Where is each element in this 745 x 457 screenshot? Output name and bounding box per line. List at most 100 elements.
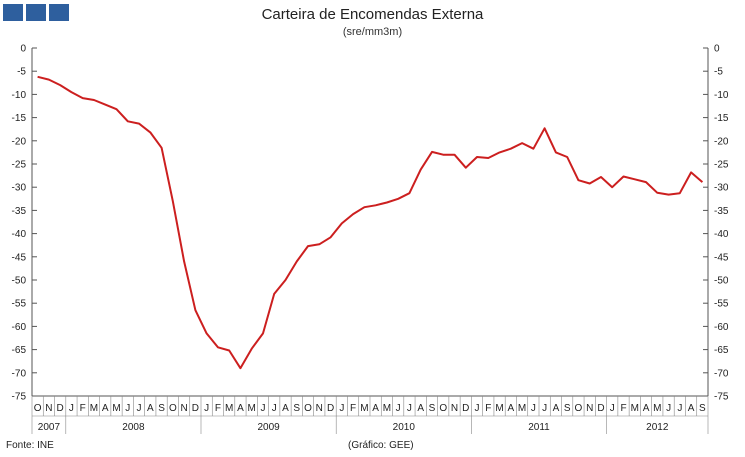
x-month-label: N	[45, 403, 52, 414]
y-tick-label-left: -75	[12, 392, 27, 403]
y-tick-label-right: -30	[714, 183, 729, 194]
x-month-label: N	[180, 403, 187, 414]
x-month-label: A	[688, 403, 695, 414]
x-month-label: J	[666, 403, 671, 414]
logo-square	[3, 4, 23, 21]
series-line	[37, 75, 704, 370]
x-month-label: O	[34, 403, 42, 414]
x-month-label: F	[485, 403, 491, 414]
x-month-label: M	[248, 403, 256, 414]
x-month-label: M	[518, 403, 526, 414]
x-month-label: M	[360, 403, 368, 414]
y-tick-label-right: -40	[714, 229, 729, 240]
chart-title: Carteira de Encomendas Externa	[261, 6, 484, 23]
x-year-label: 2011	[528, 422, 550, 433]
x-month-label: S	[564, 403, 571, 414]
x-month-label: S	[699, 403, 706, 414]
x-month-label: D	[57, 403, 64, 414]
x-month-label: S	[293, 403, 300, 414]
x-month-label: J	[125, 403, 130, 414]
y-tick-label-right: -5	[714, 67, 723, 78]
chart-credit: (Gráfico: GEE)	[348, 440, 414, 451]
chart-subtitle: (sre/mm3m)	[342, 26, 403, 38]
y-tick-label-right: -60	[714, 322, 729, 333]
x-month-label: F	[215, 403, 221, 414]
x-month-label: J	[542, 403, 547, 414]
x-month-label: J	[69, 403, 74, 414]
x-year-label: 2012	[646, 422, 669, 433]
x-month-label: A	[372, 403, 379, 414]
x-month-label: A	[102, 403, 109, 414]
x-month-label: F	[350, 403, 356, 414]
y-tick-label-right: -20	[714, 136, 729, 147]
source-note: Fonte: INE	[6, 440, 54, 451]
series-group	[37, 75, 704, 370]
x-month-label: A	[147, 403, 154, 414]
y-tick-label-left: -5	[17, 67, 26, 78]
y-axis-ticks: 0 0 -5 -5 -10 -10 -15 -15 -20 -20 -25 -25 -30 -30 -35 -…	[12, 44, 729, 403]
x-year-label: 2010	[393, 422, 416, 433]
y-tick-label-left: -35	[12, 206, 27, 217]
x-month-label: D	[327, 403, 334, 414]
x-month-label: J	[204, 403, 209, 414]
y-tick-label-right: -50	[714, 276, 729, 287]
x-month-label: M	[112, 403, 120, 414]
x-month-label: N	[451, 403, 458, 414]
logo-square	[49, 4, 69, 21]
x-month-label: M	[495, 403, 503, 414]
x-month-label: J	[531, 403, 536, 414]
logo	[3, 4, 69, 21]
y-tick-label-left: -15	[12, 113, 27, 124]
x-month-label: J	[475, 403, 480, 414]
x-month-label: A	[282, 403, 289, 414]
y-tick-label-left: -45	[12, 252, 27, 263]
x-month-label: M	[225, 403, 233, 414]
x-month-label: N	[316, 403, 323, 414]
y-tick-label-right: -15	[714, 113, 729, 124]
x-month-label: F	[620, 403, 626, 414]
x-month-label: D	[462, 403, 469, 414]
y-tick-label-right: -25	[714, 160, 729, 171]
y-tick-label-left: 0	[20, 44, 26, 55]
y-tick-label-left: -55	[12, 299, 27, 310]
x-year-label: 2008	[122, 422, 145, 433]
y-tick-label-right: -55	[714, 299, 729, 310]
x-month-label: M	[653, 403, 661, 414]
x-month-label: O	[169, 403, 177, 414]
chart-axes	[31, 48, 709, 397]
x-month-label: S	[158, 403, 165, 414]
y-tick-label-left: -20	[12, 136, 27, 147]
x-month-label: J	[339, 403, 344, 414]
x-month-label: A	[553, 403, 560, 414]
x-month-label: J	[407, 403, 412, 414]
x-month-label: J	[610, 403, 615, 414]
y-tick-label-left: -10	[12, 90, 27, 101]
x-month-label: A	[417, 403, 424, 414]
y-tick-label-left: -40	[12, 229, 27, 240]
x-month-label: O	[439, 403, 447, 414]
x-month-label: J	[137, 403, 142, 414]
x-month-label: D	[597, 403, 604, 414]
x-month-label: M	[383, 403, 391, 414]
y-tick-label-right: -45	[714, 252, 729, 263]
x-month-label: D	[192, 403, 199, 414]
x-month-label: M	[90, 403, 98, 414]
x-month-label: A	[507, 403, 514, 414]
y-tick-label-right: -65	[714, 345, 729, 356]
y-tick-label-right: 0	[714, 44, 720, 55]
y-tick-label-right: -10	[714, 90, 729, 101]
x-month-label: J	[272, 403, 277, 414]
x-year-label: 2007	[38, 422, 61, 433]
y-tick-label-right: -75	[714, 392, 729, 403]
x-month-label: S	[429, 403, 436, 414]
y-tick-label-right: -35	[714, 206, 729, 217]
x-month-label: A	[237, 403, 244, 414]
x-month-label: N	[586, 403, 593, 414]
y-tick-label-left: -25	[12, 160, 27, 171]
y-tick-label-left: -50	[12, 276, 27, 287]
x-month-label: J	[396, 403, 401, 414]
logo-square	[26, 4, 46, 21]
x-month-label: J	[260, 403, 265, 414]
